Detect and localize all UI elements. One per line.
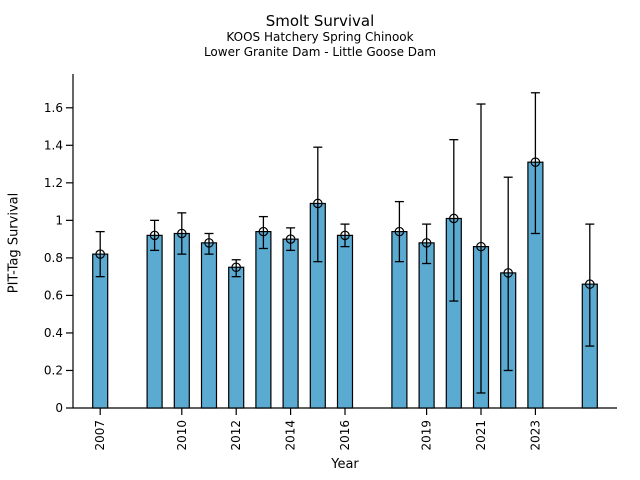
point-marker-2020 bbox=[448, 213, 459, 224]
point-marker-2014 bbox=[285, 234, 296, 244]
y-tick-label: 0.4 bbox=[44, 326, 63, 340]
chart-subtitle-2: Lower Granite Dam - Little Goose Dam bbox=[203, 45, 437, 59]
x-tick-label: 2023 bbox=[528, 420, 542, 451]
bar-2019 bbox=[418, 242, 435, 409]
point-marker-2018 bbox=[394, 226, 405, 237]
bar-2012 bbox=[228, 266, 245, 409]
y-tick-label: 0 bbox=[55, 401, 63, 415]
bar-2011 bbox=[200, 242, 218, 409]
point-marker-2012 bbox=[231, 262, 241, 273]
x-tick-label: 2010 bbox=[175, 420, 189, 451]
bar-2013 bbox=[255, 231, 272, 409]
bar-2010 bbox=[173, 232, 190, 409]
point-marker-2025 bbox=[584, 279, 595, 289]
y-tick-label: 0.6 bbox=[44, 288, 63, 302]
point-marker-2009 bbox=[149, 230, 160, 241]
point-marker-2022 bbox=[503, 268, 513, 278]
bar-2014 bbox=[282, 238, 299, 409]
bar-2009 bbox=[146, 234, 163, 409]
bar-2016 bbox=[336, 234, 354, 409]
point-marker-2011 bbox=[204, 238, 214, 248]
point-marker-2013 bbox=[258, 226, 269, 237]
point-marker-2010 bbox=[177, 228, 187, 239]
y-tick-label: 1.2 bbox=[44, 176, 63, 190]
y-tick-label: 1 bbox=[55, 213, 63, 227]
chart-title: Smolt Survival bbox=[265, 12, 375, 30]
x-tick-label: 2019 bbox=[420, 420, 434, 451]
point-marker-2023 bbox=[530, 157, 541, 167]
point-marker-2016 bbox=[340, 230, 350, 241]
chart-subtitle: KOOS Hatchery Spring Chinook bbox=[226, 30, 414, 44]
y-tick-label: 0.2 bbox=[44, 363, 63, 377]
x-tick-label: 2012 bbox=[229, 420, 243, 451]
x-tick-label: 2014 bbox=[284, 420, 298, 451]
y-tick-label: 1.4 bbox=[44, 138, 63, 152]
x-tick-label: 2021 bbox=[474, 420, 488, 451]
point-marker-2015 bbox=[312, 198, 323, 209]
x-axis-label: Year bbox=[331, 457, 359, 472]
point-marker-2021 bbox=[476, 241, 486, 252]
y-tick-label: 1.6 bbox=[44, 101, 63, 115]
y-axis-label: PIT-Tag Survival bbox=[6, 192, 22, 294]
x-tick-label: 2007 bbox=[93, 420, 107, 451]
point-marker-2019 bbox=[421, 238, 432, 248]
y-tick-label: 0.8 bbox=[44, 251, 63, 265]
x-tick-label: 2016 bbox=[338, 420, 352, 451]
point-marker-2007 bbox=[95, 249, 105, 259]
